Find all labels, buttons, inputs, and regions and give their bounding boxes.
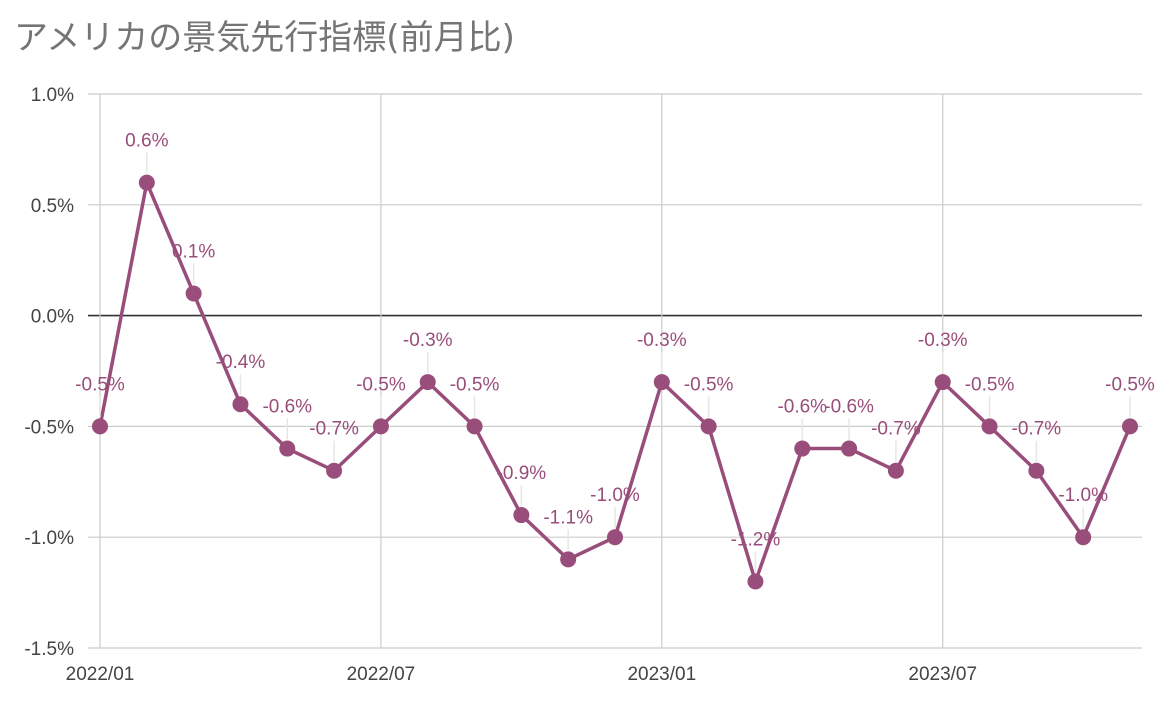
data-point bbox=[653, 374, 670, 391]
data-label: -0.9% bbox=[497, 463, 547, 484]
data-point bbox=[934, 374, 951, 391]
data-point bbox=[560, 551, 577, 568]
data-point bbox=[981, 418, 998, 435]
data-labels: -0.5%0.6%0.1%-0.4%-0.6%-0.7%-0.5%-0.3%-0… bbox=[75, 131, 1155, 551]
data-label: -0.6% bbox=[262, 397, 312, 418]
data-label: -0.3% bbox=[918, 330, 968, 351]
data-point bbox=[138, 174, 155, 191]
data-point bbox=[419, 374, 436, 391]
y-tick-label: 1.0% bbox=[31, 85, 74, 106]
data-label: -0.3% bbox=[403, 330, 453, 351]
data-point bbox=[279, 440, 296, 457]
data-series bbox=[92, 152, 1138, 590]
data-label: 0.6% bbox=[125, 131, 168, 152]
data-label: -0.6% bbox=[824, 397, 874, 418]
data-point bbox=[185, 285, 202, 302]
data-point bbox=[887, 462, 904, 479]
y-tick-label: -1.0% bbox=[24, 528, 74, 549]
x-tick-label: 2022/01 bbox=[66, 664, 135, 685]
y-tick-label: 0.5% bbox=[31, 196, 74, 217]
data-label: -0.7% bbox=[1012, 419, 1062, 440]
data-label: -0.5% bbox=[75, 374, 125, 395]
data-label: -0.5% bbox=[356, 374, 406, 395]
x-tick-label: 2023/01 bbox=[627, 664, 696, 685]
data-label: -0.4% bbox=[216, 352, 266, 373]
data-point bbox=[372, 418, 389, 435]
data-label: -0.7% bbox=[871, 419, 921, 440]
data-point bbox=[466, 418, 483, 435]
x-tick-label: 2022/07 bbox=[347, 664, 416, 685]
data-point bbox=[700, 418, 717, 435]
data-point bbox=[92, 418, 108, 435]
data-point bbox=[513, 507, 530, 524]
data-point bbox=[326, 462, 343, 479]
data-point bbox=[747, 573, 764, 590]
y-axis-labels: 1.0% 0.5% 0.0% -0.5% -1.0% -1.5% bbox=[24, 85, 74, 660]
data-label: -1.2% bbox=[731, 530, 781, 551]
data-point bbox=[841, 440, 858, 457]
data-label: -0.5% bbox=[1105, 374, 1155, 395]
data-point bbox=[232, 396, 249, 413]
data-point bbox=[607, 529, 623, 546]
data-point bbox=[1075, 529, 1092, 546]
x-axis-labels: 2022/01 2022/07 2023/01 2023/07 bbox=[66, 664, 977, 685]
data-label: -1.1% bbox=[543, 507, 593, 528]
data-label: -0.6% bbox=[777, 397, 827, 418]
data-point bbox=[794, 440, 811, 457]
y-tick-label: 0.0% bbox=[31, 307, 74, 328]
data-point bbox=[1122, 418, 1138, 435]
x-tick-label: 2023/07 bbox=[908, 664, 977, 685]
data-label: -0.7% bbox=[309, 419, 359, 440]
data-label: -1.0% bbox=[590, 485, 640, 506]
data-label: -0.3% bbox=[637, 330, 687, 351]
y-tick-label: -1.5% bbox=[24, 639, 74, 660]
data-label: -0.5% bbox=[684, 374, 734, 395]
data-label: -0.5% bbox=[450, 374, 500, 395]
data-label: 0.1% bbox=[172, 241, 215, 262]
data-label: -1.0% bbox=[1058, 485, 1108, 506]
data-point bbox=[1028, 462, 1045, 479]
data-label: -0.5% bbox=[965, 374, 1015, 395]
y-tick-label: -0.5% bbox=[24, 417, 74, 438]
chart-title: アメリカの景気先行指標(前月比) bbox=[14, 18, 515, 58]
